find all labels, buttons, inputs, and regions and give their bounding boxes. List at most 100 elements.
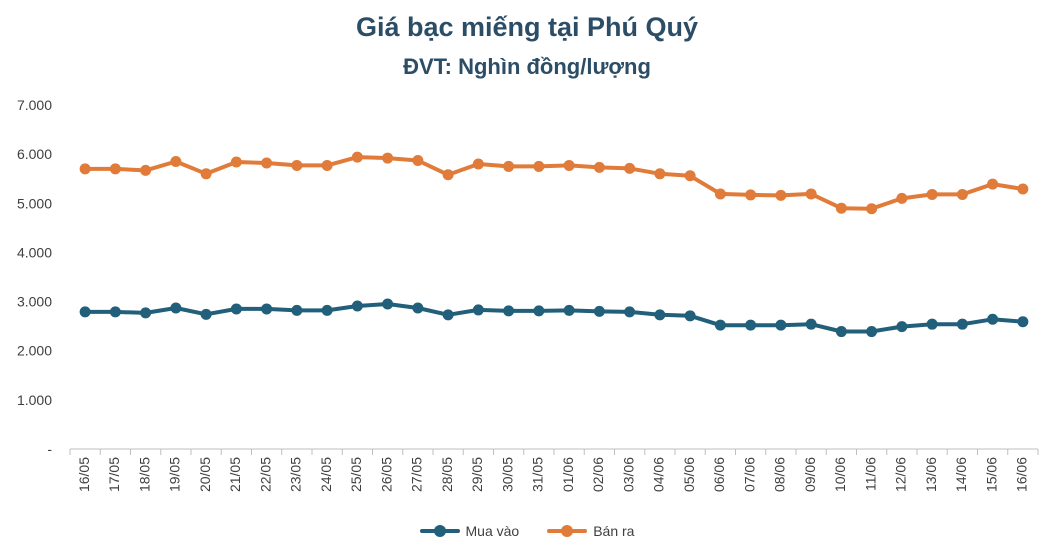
data-point-0[interactable] <box>835 326 847 338</box>
data-point-1[interactable] <box>230 156 242 168</box>
data-point-0[interactable] <box>987 313 999 325</box>
x-tick-label: 09/06 <box>802 457 818 492</box>
x-tick-label: 22/05 <box>257 457 273 492</box>
data-point-1[interactable] <box>714 188 726 200</box>
data-point-1[interactable] <box>805 188 817 200</box>
data-point-1[interactable] <box>442 169 454 181</box>
chart-subtitle: ĐVT: Nghìn đồng/lượng <box>403 54 651 79</box>
data-point-1[interactable] <box>472 158 484 170</box>
data-point-1[interactable] <box>382 152 394 164</box>
data-point-0[interactable] <box>412 302 424 314</box>
y-tick-label: 4.000 <box>17 244 52 260</box>
data-point-0[interactable] <box>926 318 938 330</box>
x-tick-label: 10/06 <box>832 457 848 492</box>
data-point-0[interactable] <box>321 304 333 316</box>
data-point-1[interactable] <box>412 155 424 167</box>
data-point-1[interactable] <box>563 159 575 171</box>
data-point-0[interactable] <box>170 302 182 314</box>
data-point-0[interactable] <box>140 307 152 319</box>
data-point-0[interactable] <box>593 305 605 317</box>
data-point-1[interactable] <box>654 168 666 180</box>
data-point-0[interactable] <box>714 319 726 331</box>
series-line-0 <box>83 302 1025 334</box>
x-tick-label: 02/06 <box>590 457 606 492</box>
data-point-1[interactable] <box>79 163 91 175</box>
data-point-0[interactable] <box>533 305 545 317</box>
x-tick-label: 13/06 <box>923 457 939 492</box>
x-tick-label: 06/06 <box>711 457 727 492</box>
data-point-0[interactable] <box>866 326 878 338</box>
data-point-0[interactable] <box>230 303 242 315</box>
data-point-1[interactable] <box>926 188 938 200</box>
legend-item-ban-ra[interactable]: Bán ra <box>547 523 634 539</box>
data-point-1[interactable] <box>140 164 152 176</box>
x-tick-label: 19/05 <box>167 457 183 492</box>
data-point-1[interactable] <box>109 163 121 175</box>
data-point-1[interactable] <box>261 157 273 169</box>
x-tick-label: 03/06 <box>620 457 636 492</box>
data-point-0[interactable] <box>654 309 666 321</box>
data-point-1[interactable] <box>684 170 696 182</box>
data-point-0[interactable] <box>745 319 757 331</box>
legend-label-mua-vao: Mua vào <box>465 523 520 539</box>
data-point-1[interactable] <box>533 160 545 172</box>
data-point-1[interactable] <box>170 156 182 168</box>
data-point-0[interactable] <box>79 306 91 318</box>
data-point-1[interactable] <box>956 188 968 200</box>
data-point-1[interactable] <box>624 162 636 174</box>
data-point-0[interactable] <box>261 303 273 315</box>
data-point-1[interactable] <box>775 189 787 201</box>
data-point-0[interactable] <box>200 308 212 320</box>
x-tick-label: 01/06 <box>560 457 576 492</box>
x-tick-label: 21/05 <box>227 457 243 492</box>
legend-swatch-ban-ra <box>547 525 588 537</box>
data-point-0[interactable] <box>805 318 817 330</box>
data-point-0[interactable] <box>775 319 787 331</box>
data-point-0[interactable] <box>896 321 908 333</box>
y-tick-label: 3.000 <box>17 294 52 310</box>
data-point-0[interactable] <box>956 318 968 330</box>
data-point-0[interactable] <box>472 304 484 316</box>
series-layer <box>79 151 1029 338</box>
data-point-1[interactable] <box>866 203 878 215</box>
series-line-1 <box>83 155 1025 211</box>
y-tick-label: 7.000 <box>17 97 52 113</box>
x-tick-label: 28/05 <box>439 457 455 492</box>
data-point-1[interactable] <box>745 189 757 201</box>
data-point-0[interactable] <box>351 300 363 312</box>
x-tick-label: 04/06 <box>651 457 667 492</box>
x-tick-label: 08/06 <box>772 457 788 492</box>
legend-swatch-mua-vao <box>419 525 460 537</box>
legend: Mua vào Bán ra <box>0 523 1054 539</box>
data-point-0[interactable] <box>109 306 121 318</box>
data-point-1[interactable] <box>835 202 847 214</box>
x-tick-label: 30/05 <box>499 457 515 492</box>
data-point-0[interactable] <box>291 304 303 316</box>
data-point-0[interactable] <box>563 304 575 316</box>
data-point-0[interactable] <box>684 310 696 322</box>
data-point-1[interactable] <box>896 192 908 204</box>
data-point-1[interactable] <box>593 161 605 173</box>
data-point-1[interactable] <box>503 160 515 172</box>
x-tick-label: 14/06 <box>953 457 969 492</box>
data-point-1[interactable] <box>351 151 363 163</box>
data-point-0[interactable] <box>624 306 636 318</box>
x-tick-label: 16/05 <box>76 457 92 492</box>
x-tick-label: 25/05 <box>348 457 364 492</box>
data-point-0[interactable] <box>503 305 515 317</box>
x-tick-label: 20/05 <box>197 457 213 492</box>
data-point-0[interactable] <box>1017 316 1029 328</box>
data-point-1[interactable] <box>200 168 212 180</box>
data-point-0[interactable] <box>442 309 454 321</box>
data-point-1[interactable] <box>987 178 999 190</box>
legend-label-ban-ra: Bán ra <box>593 523 635 539</box>
x-tick-label: 17/05 <box>106 457 122 492</box>
data-point-1[interactable] <box>1017 183 1029 195</box>
data-point-1[interactable] <box>321 159 333 171</box>
data-point-0[interactable] <box>382 298 394 310</box>
data-point-1[interactable] <box>291 159 303 171</box>
y-tick-label: 1.000 <box>17 392 52 408</box>
legend-item-mua-vao[interactable]: Mua vào <box>419 523 520 539</box>
